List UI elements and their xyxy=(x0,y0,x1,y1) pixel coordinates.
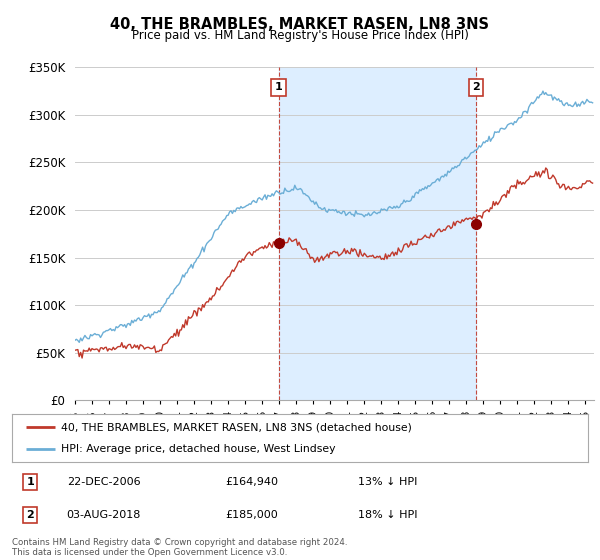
Text: 2: 2 xyxy=(26,510,34,520)
Text: £164,940: £164,940 xyxy=(225,477,278,487)
Text: 1: 1 xyxy=(275,82,283,92)
Text: Contains HM Land Registry data © Crown copyright and database right 2024.: Contains HM Land Registry data © Crown c… xyxy=(12,538,347,547)
Text: 03-AUG-2018: 03-AUG-2018 xyxy=(67,510,141,520)
Text: 13% ↓ HPI: 13% ↓ HPI xyxy=(358,477,417,487)
Text: 22-DEC-2006: 22-DEC-2006 xyxy=(67,477,140,487)
Text: 18% ↓ HPI: 18% ↓ HPI xyxy=(358,510,417,520)
Bar xyxy=(278,67,476,400)
Text: HPI: Average price, detached house, West Lindsey: HPI: Average price, detached house, West… xyxy=(61,444,335,454)
Text: 1: 1 xyxy=(26,477,34,487)
Text: 2: 2 xyxy=(472,82,480,92)
Text: This data is licensed under the Open Government Licence v3.0.: This data is licensed under the Open Gov… xyxy=(12,548,287,557)
Text: 40, THE BRAMBLES, MARKET RASEN, LN8 3NS (detached house): 40, THE BRAMBLES, MARKET RASEN, LN8 3NS … xyxy=(61,422,412,432)
Text: Price paid vs. HM Land Registry's House Price Index (HPI): Price paid vs. HM Land Registry's House … xyxy=(131,29,469,42)
Text: £185,000: £185,000 xyxy=(225,510,278,520)
Text: 40, THE BRAMBLES, MARKET RASEN, LN8 3NS: 40, THE BRAMBLES, MARKET RASEN, LN8 3NS xyxy=(110,17,490,32)
